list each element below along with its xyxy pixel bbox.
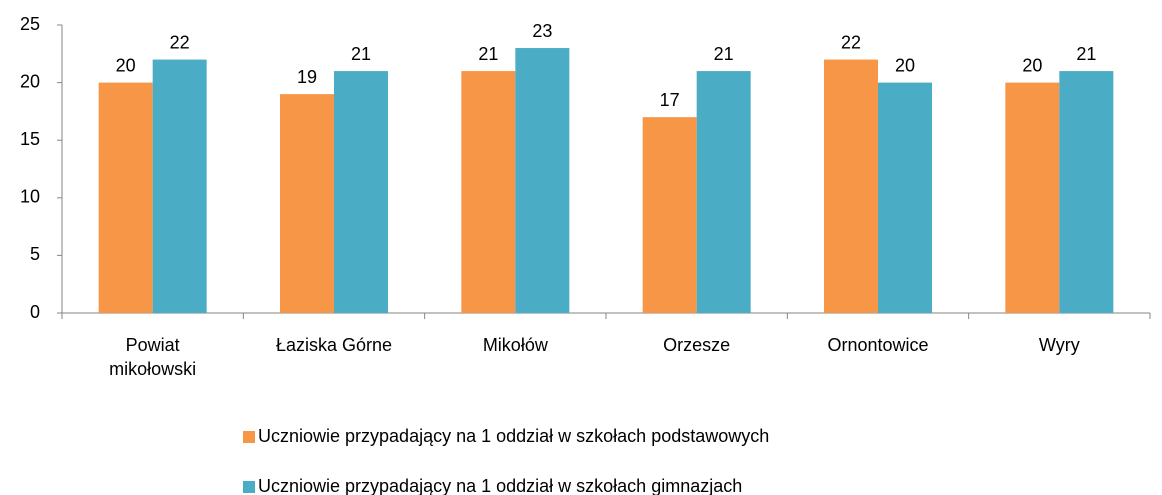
bar bbox=[696, 71, 751, 313]
legend-swatch bbox=[243, 481, 255, 493]
legend-label: Uczniowie przypadający na 1 oddział w sz… bbox=[258, 426, 769, 446]
data-label: 23 bbox=[532, 21, 552, 41]
bar bbox=[515, 48, 570, 313]
y-tick-label: 15 bbox=[20, 129, 40, 149]
bar bbox=[878, 82, 932, 313]
y-tick-label: 10 bbox=[20, 187, 40, 207]
data-label: 21 bbox=[478, 44, 498, 64]
data-label: 17 bbox=[660, 90, 680, 110]
bar bbox=[824, 59, 878, 314]
x-tick-label: Wyry bbox=[1038, 335, 1080, 355]
bar bbox=[98, 82, 153, 313]
bar bbox=[152, 59, 207, 314]
x-tick-label: Ornontowice bbox=[827, 335, 929, 355]
legend-swatch bbox=[243, 431, 255, 443]
bar bbox=[1005, 82, 1060, 313]
data-label: 22 bbox=[841, 32, 861, 52]
bar bbox=[1059, 71, 1114, 313]
data-label: 20 bbox=[116, 55, 136, 75]
x-tick-label: Łaziska Górne bbox=[275, 335, 393, 355]
x-tick-label: Orzesze bbox=[663, 335, 731, 355]
data-label: 21 bbox=[714, 44, 734, 64]
y-tick-label: 25 bbox=[20, 14, 40, 34]
y-tick-label: 5 bbox=[30, 244, 40, 264]
data-label: 20 bbox=[1022, 55, 1042, 75]
legend-label: Uczniowie przypadający na 1 oddział w sz… bbox=[258, 476, 742, 495]
data-label: 19 bbox=[297, 67, 317, 87]
data-label: 21 bbox=[1076, 44, 1096, 64]
bar bbox=[334, 71, 388, 313]
data-label: 21 bbox=[351, 44, 371, 64]
bar bbox=[280, 94, 334, 314]
y-tick-label: 20 bbox=[20, 71, 40, 91]
data-label: 22 bbox=[170, 32, 190, 52]
data-label: 20 bbox=[895, 55, 915, 75]
x-tick-label: Mikołów bbox=[482, 335, 548, 355]
bar bbox=[642, 117, 697, 313]
x-tick-label: Powiat mikołowski bbox=[109, 335, 197, 379]
bar bbox=[461, 71, 516, 313]
y-tick-label: 0 bbox=[30, 302, 40, 322]
